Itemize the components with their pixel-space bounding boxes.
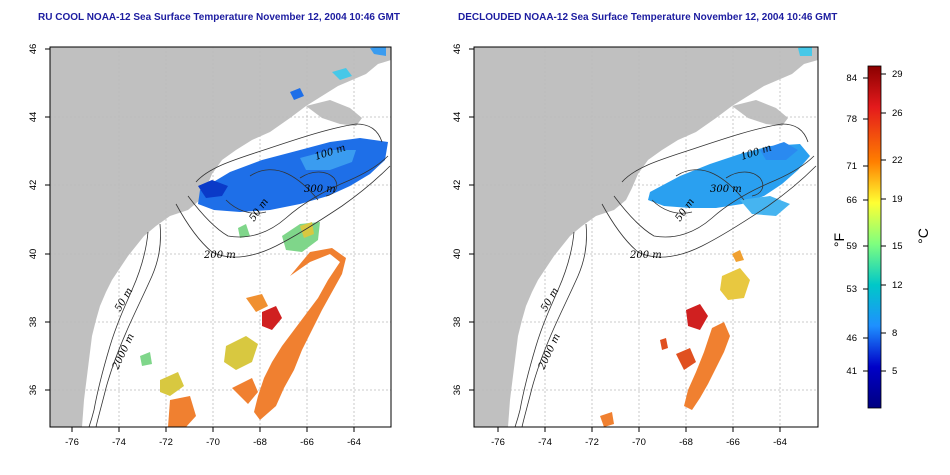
colorbar-f-tick-41: 41: [846, 366, 857, 377]
colorbar-c-tick-26: 26: [892, 108, 903, 119]
colorbar-f-tick-53: 53: [846, 284, 857, 295]
colorbar-c-tick-22: 22: [892, 155, 903, 166]
left-x-tick-68: -68: [253, 437, 267, 448]
left-x-tick-72: -72: [159, 437, 173, 448]
right-x-tick-74: -74: [538, 437, 552, 448]
right-sst-warm-patches: [600, 250, 750, 427]
left-contour-label-200m: 200 m: [203, 250, 236, 261]
left-map: 100 m 300 m 50 m 200 m 50 m 2000 m -76 -…: [28, 44, 392, 448]
left-bathymetry-contours: [88, 123, 391, 427]
colorbar-f-tick-71: 71: [846, 161, 857, 172]
right-contour-label-50m-b: 50 m: [539, 286, 561, 313]
right-x-tick-64: -64: [773, 437, 787, 448]
colorbar: 84 78 71 66 59 53 46 41 29 26 22 19 15 1…: [831, 65, 931, 409]
right-y-tick-44: 44: [452, 112, 463, 123]
colorbar-c-tick-29: 29: [892, 69, 903, 80]
left-x-tick-66: -66: [300, 437, 314, 448]
left-sst-cold-band: [198, 47, 388, 212]
right-nova-scotia: [732, 100, 788, 126]
left-x-tick-64: -64: [347, 437, 361, 448]
right-y-tick-40: 40: [452, 249, 463, 260]
left-contour-label-50m-b: 50 m: [113, 286, 135, 313]
right-x-tick-70: -70: [632, 437, 646, 448]
colorbar-f-tick-66: 66: [846, 195, 857, 206]
colorbar-c-tick-8: 8: [892, 328, 897, 339]
right-land-mass: [474, 47, 818, 427]
right-y-tick-42: 42: [452, 180, 463, 191]
left-y-tick-42: 42: [28, 180, 39, 191]
left-x-tick-74: -74: [112, 437, 126, 448]
colorbar-f-tick-59: 59: [846, 241, 857, 252]
left-contour-label-2000m: 2000 m: [110, 332, 137, 372]
left-land-mass: [50, 47, 391, 427]
left-y-tick-40: 40: [28, 249, 39, 260]
right-contour-label-2000m: 2000 m: [536, 332, 563, 372]
left-x-tick-76: -76: [65, 437, 79, 448]
colorbar-c-tick-15: 15: [892, 241, 903, 252]
right-x-tick-68: -68: [679, 437, 693, 448]
right-x-tick-72: -72: [585, 437, 599, 448]
left-panel-title: RU COOL NOAA-12 Sea Surface Temperature …: [38, 12, 400, 23]
colorbar-c-tick-19: 19: [892, 194, 903, 205]
right-panel-title: DECLOUDED NOAA-12 Sea Surface Temperatur…: [458, 12, 838, 23]
right-y-tick-36: 36: [452, 385, 463, 396]
right-x-tick-66: -66: [726, 437, 740, 448]
right-bathymetry-contours: [514, 123, 817, 427]
right-y-tick-46: 46: [452, 44, 463, 55]
colorbar-fahrenheit-label: °F: [831, 233, 847, 247]
colorbar-f-tick-84: 84: [846, 73, 857, 84]
left-y-tick-46: 46: [28, 44, 39, 55]
colorbar-c-tick-12: 12: [892, 280, 903, 291]
left-x-tick-70: -70: [206, 437, 220, 448]
left-y-tick-44: 44: [28, 112, 39, 123]
left-sst-warm-band: [140, 222, 346, 427]
right-x-tick-76: -76: [491, 437, 505, 448]
right-contour-label-300m: 300 m: [710, 184, 742, 195]
left-map-frame: [49, 46, 392, 428]
right-map-frame: [473, 46, 819, 428]
colorbar-c-tick-5: 5: [892, 366, 897, 377]
right-contour-label-200m: 200 m: [629, 250, 662, 261]
colorbar-celsius-label: °C: [915, 228, 931, 244]
left-contour-label-300m: 300 m: [304, 184, 336, 195]
colorbar-f-tick-78: 78: [846, 114, 857, 125]
left-nova-scotia: [306, 100, 362, 126]
right-y-tick-38: 38: [452, 317, 463, 328]
right-map: 100 m 300 m 50 m 200 m 50 m 2000 m -76 -…: [452, 44, 819, 448]
left-y-tick-36: 36: [28, 385, 39, 396]
left-y-tick-38: 38: [28, 317, 39, 328]
colorbar-f-tick-46: 46: [846, 333, 857, 344]
colorbar-gradient: [867, 65, 882, 409]
